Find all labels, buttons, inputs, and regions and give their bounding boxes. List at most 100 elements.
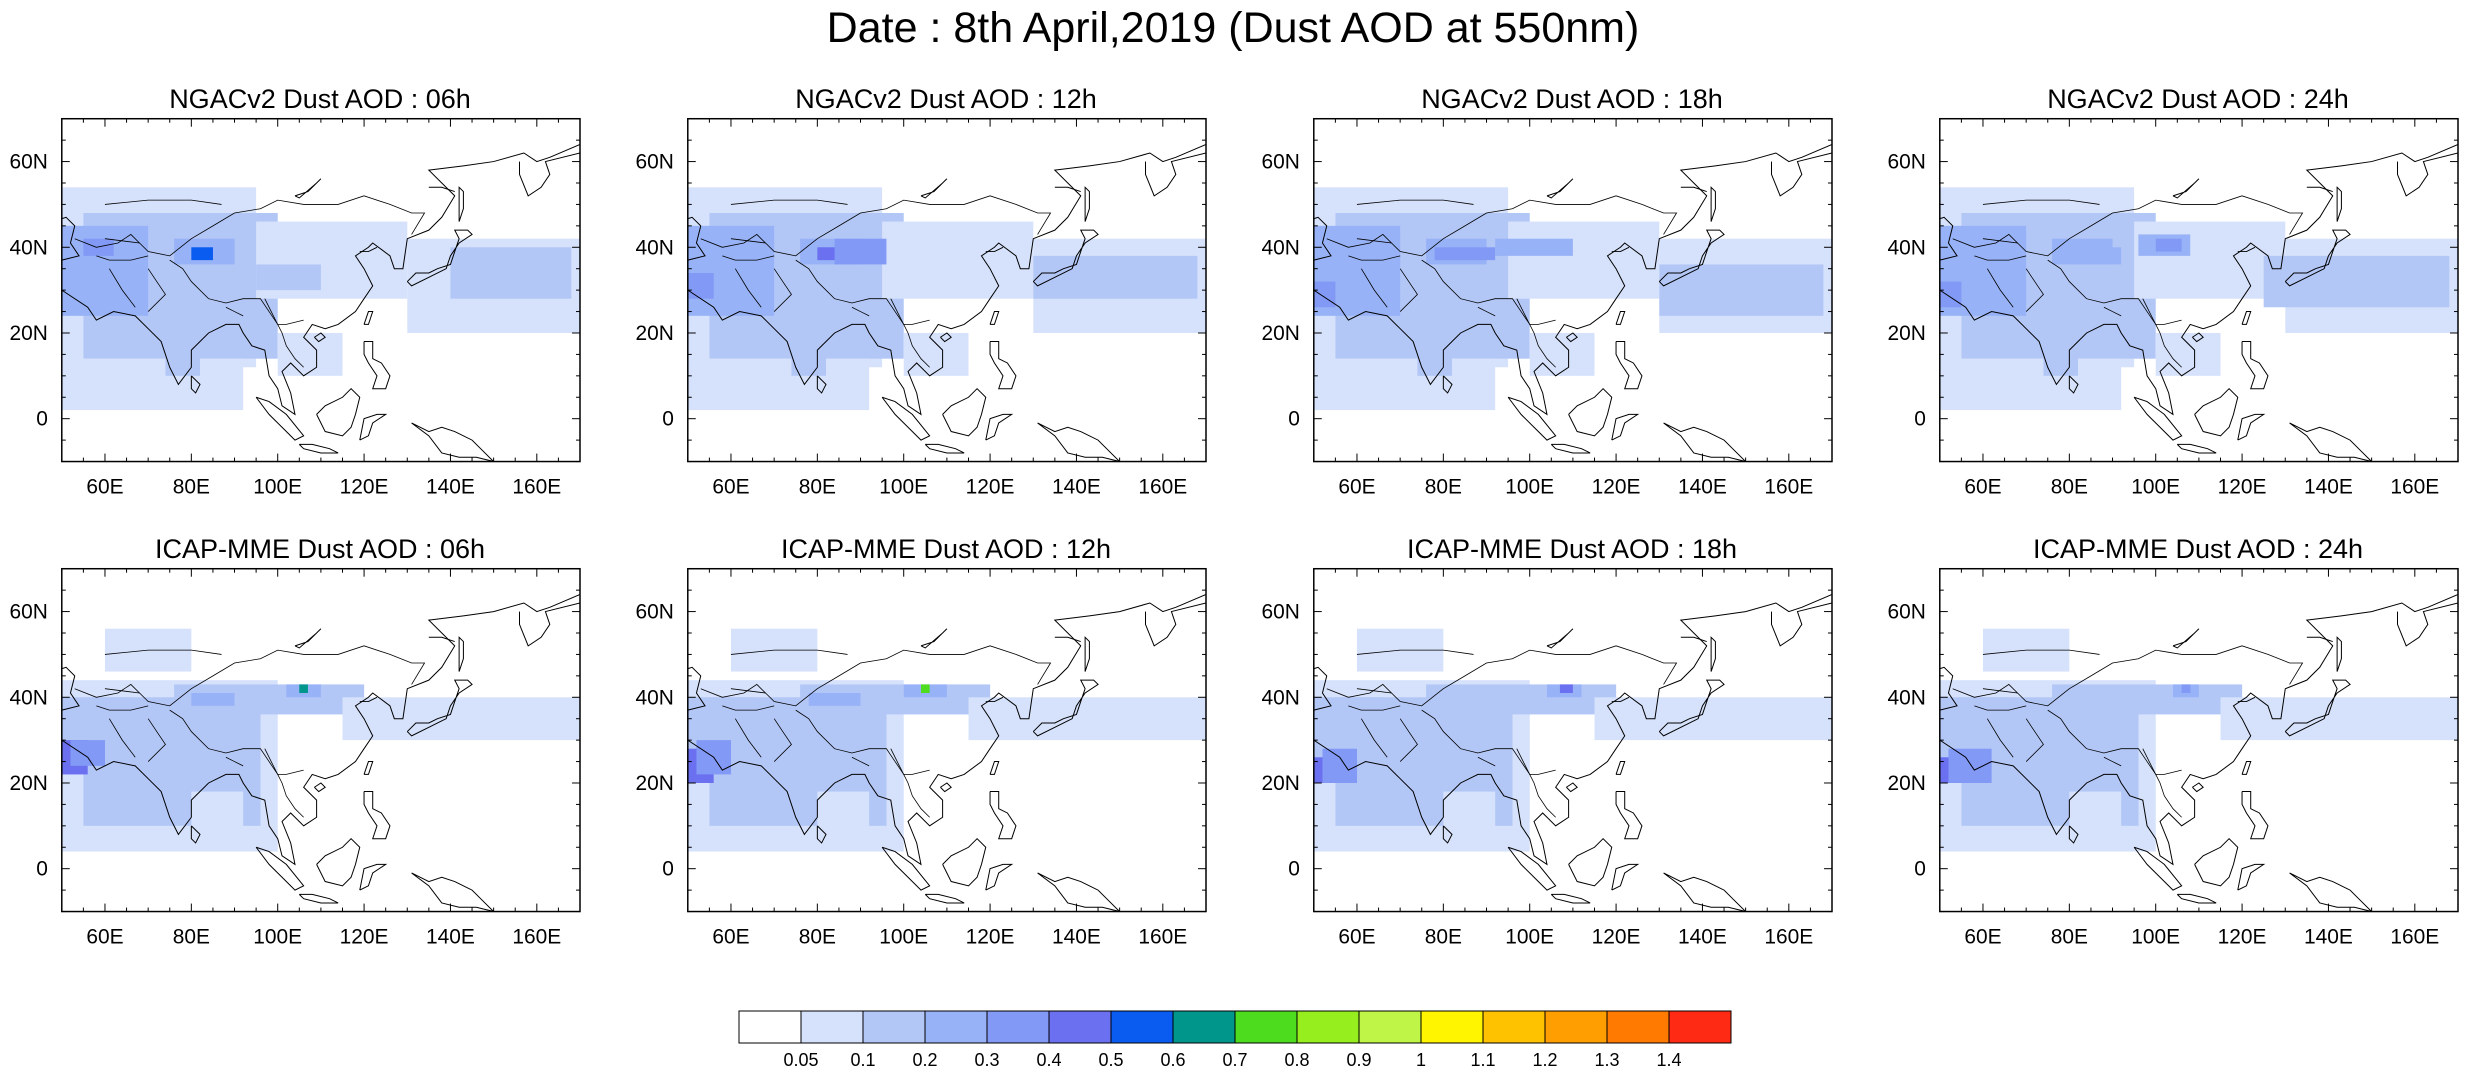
colorbar-label: 1.4 [1656,1050,1681,1070]
country-border [96,705,149,711]
lon-tick-label: 140E [426,475,475,498]
country-border [1421,709,1556,775]
coastline [940,782,952,793]
coastline [687,143,1206,416]
country-border [2047,709,2182,775]
dust-plume [968,697,1206,741]
lon-tick-label: 160E [512,925,561,948]
country-border [2142,748,2182,818]
lon-tick-label: 120E [1592,475,1641,498]
coastline [294,178,322,199]
dust-plume [808,692,861,706]
country-border [2103,306,2122,317]
coastline [2172,178,2200,199]
dust-plume [903,332,969,376]
colorbar-swatch [1172,1010,1236,1044]
country-border [108,268,136,308]
coastline [314,782,326,793]
dust-plume [70,740,106,766]
coastline [255,846,305,891]
dust-aod-map: 60N 40N 20N 0 60E 80E 100E 120E 140E 160E [1887,567,2459,948]
country-border [795,709,930,775]
coastline [61,216,80,261]
coastline [2289,872,2373,912]
lat-tick-label: 60N [635,601,673,624]
coastline [1710,636,1716,672]
country-border [2025,718,2044,762]
lat-tick-label: 0 [1288,858,1300,881]
colorbar-swatch [1606,1010,1670,1044]
coastline [1032,229,1099,287]
dust-plume [1356,238,1401,265]
country-border [1982,199,2100,205]
coastline [1611,863,1640,891]
colorbar-swatch [1420,1010,1484,1044]
colorbar-label: 1.1 [1470,1050,1495,1070]
dust-plume [2155,238,2182,252]
coastline [2237,413,2266,441]
dust-plume [687,272,714,299]
colorbar-label: 0.8 [1284,1050,1309,1070]
lon-tick-label: 80E [1425,475,1462,498]
coastline [985,246,1004,253]
dust-aod-map: 60N 40N 20N 0 60E 80E 100E 120E 140E 160E [1261,117,1833,498]
lat-tick-label: 0 [36,408,48,431]
lon-tick-label: 60E [712,925,749,948]
colorbar-label: 1.3 [1594,1050,1619,1070]
country-border [730,649,848,655]
dust-aod-map: 60N 40N 20N 0 60E 80E 100E 120E 140E 160E [9,117,581,498]
lon-tick-label: 80E [173,925,210,948]
coastline [363,311,374,325]
coastline [920,628,948,649]
dust-plume [299,684,308,693]
lat-tick-label: 60N [635,151,673,174]
lat-tick-label: 0 [1914,858,1926,881]
lat-tick-label: 60N [9,601,47,624]
lon-tick-label: 60E [712,475,749,498]
country-border [1421,259,1556,325]
dust-plume [2181,684,2191,693]
map-panel: NGACv2 Dust AOD : 06h 60N 40N 20N 0 60E 80E 100… [0,82,581,552]
panel-title: ICAP-MME Dust AOD : 24h [2032,534,2364,564]
coastline [1442,825,1453,844]
coastline [2176,443,2217,454]
lat-tick-label: 20N [1887,772,1925,795]
coastline [985,696,1004,703]
coastline [1313,593,1832,866]
coastline [1771,152,1832,197]
coastline [61,666,80,711]
coastline [61,143,580,416]
colorbar-label: 0.2 [912,1050,937,1070]
coastline [1663,872,1747,912]
dust-plume [256,264,321,291]
country-border [700,233,766,248]
coastline [363,761,374,775]
lon-tick-label: 140E [426,925,475,948]
lat-tick-label: 20N [635,322,673,345]
lon-tick-label: 80E [2051,475,2088,498]
country-border [1360,718,1388,758]
lon-tick-label: 160E [2390,475,2439,498]
colorbar-swatch [1296,1010,1360,1044]
dust-plume [191,692,235,706]
country-border [1974,705,2027,711]
coastline [1032,679,1099,737]
coastline [1084,636,1090,672]
country-border [1982,645,2304,707]
lon-tick-label: 60E [1338,925,1375,948]
dust-plume [342,697,580,741]
colorbar-swatch [924,1010,988,1044]
country-border [1348,705,1401,711]
country-border [890,748,930,818]
colorbar-swatch [1234,1010,1298,1044]
coastline [1663,422,1747,462]
lat-tick-label: 0 [36,858,48,881]
country-border [1477,756,1496,767]
coastline [2068,825,2079,844]
dust-plume [2069,692,2113,706]
country-border [264,298,304,368]
map-panel: NGACv2 Dust AOD : 18h 60N 40N 20N 0 60E 80E 100… [1252,82,1833,552]
country-border [108,718,136,758]
country-border [890,298,930,368]
lon-tick-label: 140E [1052,925,1101,948]
